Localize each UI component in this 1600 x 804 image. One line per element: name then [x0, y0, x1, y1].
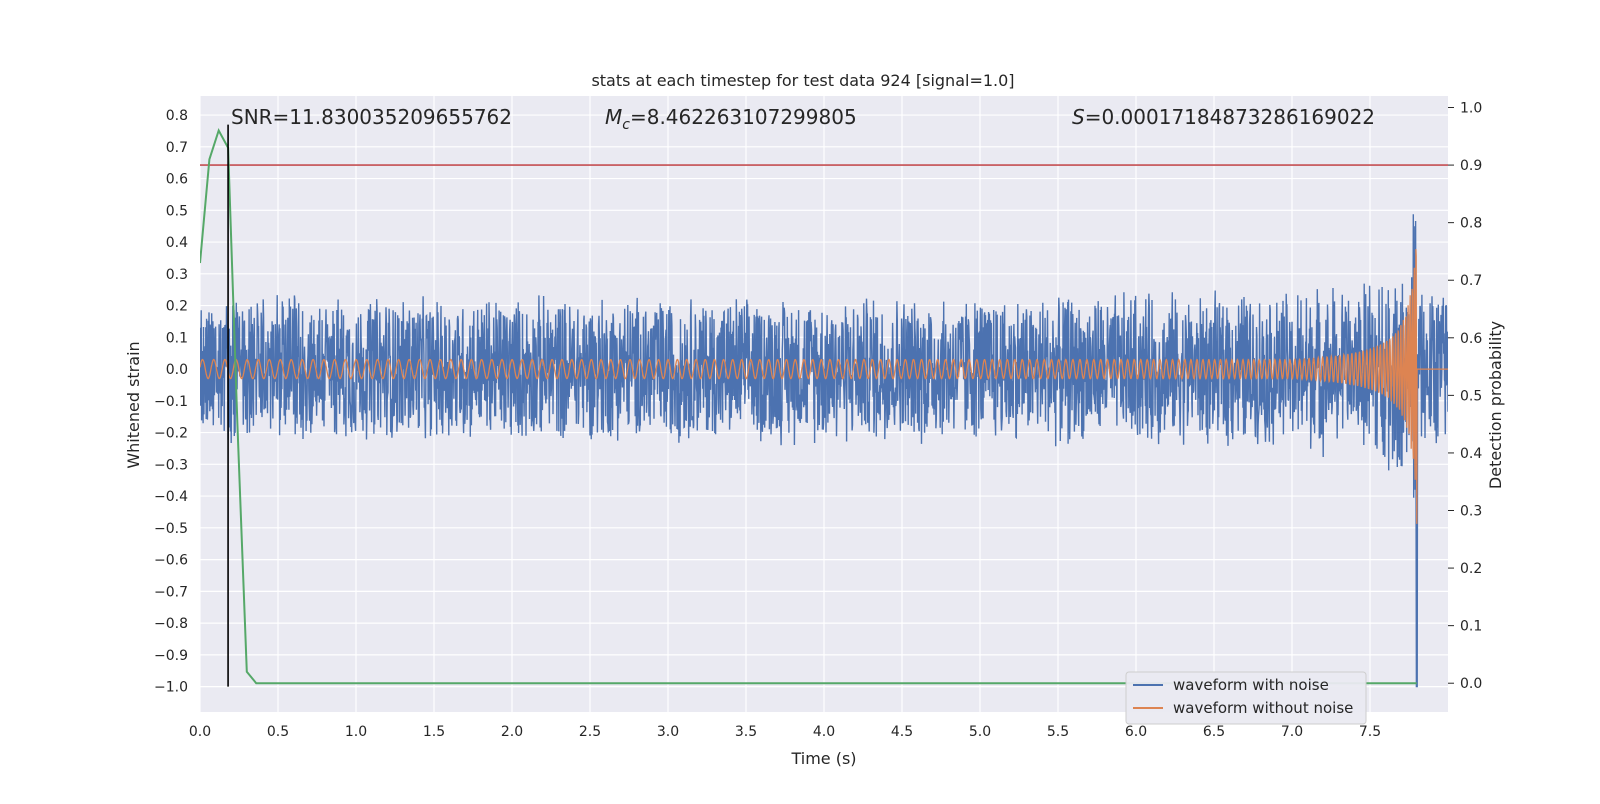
y2-tick-label: 0.9	[1460, 158, 1482, 174]
x-tick-label: 2.5	[579, 724, 601, 740]
x-tick-label: 5.0	[969, 724, 991, 740]
chart-title: stats at each timestep for test data 924…	[591, 71, 1014, 90]
y-tick-label: −1.0	[154, 680, 188, 696]
y-tick-label: −0.2	[154, 426, 188, 442]
y2-tick-label: 0.8	[1460, 216, 1482, 232]
y-tick-label: −0.4	[154, 489, 188, 505]
y-tick-label: −0.1	[154, 394, 188, 410]
y2-tick-label: 0.5	[1460, 388, 1482, 404]
legend-label-without-noise: waveform without noise	[1173, 699, 1353, 717]
series-layer	[200, 124, 1448, 688]
y-tick-label: −0.7	[154, 584, 188, 600]
snr-annotation: SNR=11.830035209655762	[231, 105, 512, 129]
y-tick-label: 0.1	[166, 330, 188, 346]
x-tick-label: 1.5	[423, 724, 445, 740]
y-tick-label: −0.6	[154, 553, 188, 569]
s-value: =0.00017184873286169022	[1085, 105, 1375, 129]
y-tick-label: −0.9	[154, 648, 188, 664]
chirp-mass-annotation: Mc=8.462263107299805	[605, 105, 857, 133]
y-axis-ticks: 0.8 0.7 0.6 0.5 0.4 0.3 0.2 0.1 0.0 −0.1 −0.2 −0.3 −…	[154, 108, 188, 696]
x-axis-label: Time (s)	[790, 749, 856, 768]
y2-tick-label: 0.0	[1460, 676, 1482, 692]
x-tick-label: 5.5	[1047, 724, 1069, 740]
y2-tick-label: 0.1	[1460, 619, 1482, 635]
legend: waveform with noise waveform without noi…	[1125, 671, 1367, 725]
y-tick-label: 0.2	[166, 299, 188, 315]
chirp-mass-subscript: c	[622, 117, 630, 133]
y2-tick-label: 0.6	[1460, 331, 1482, 347]
y-tick-label: −0.5	[154, 521, 188, 537]
y-tick-label: −0.3	[154, 457, 188, 473]
x-tick-label: 7.0	[1281, 724, 1303, 740]
y2-tick-label: 0.7	[1460, 273, 1482, 289]
x-tick-label: 2.0	[501, 724, 523, 740]
s-symbol: S	[1072, 105, 1085, 129]
x-tick-label: 6.0	[1125, 724, 1147, 740]
y2-axis-ticks: 1.0 0.9 0.8 0.7 0.6 0.5 0.4 0.3 0.2 0.1 0.0	[1448, 101, 1482, 692]
x-tick-label: 3.5	[735, 724, 757, 740]
x-tick-label: 4.5	[891, 724, 913, 740]
x-tick-label: 1.0	[345, 724, 367, 740]
y-tick-label: −0.8	[154, 616, 188, 632]
y2-tick-label: 0.3	[1460, 504, 1482, 520]
x-tick-label: 7.5	[1359, 724, 1381, 740]
x-tick-label: 3.0	[657, 724, 679, 740]
x-tick-label: 4.0	[813, 724, 835, 740]
y-axis-label: Whitened strain	[124, 341, 143, 468]
y-tick-label: 0.4	[166, 235, 188, 251]
x-tick-label: 0.0	[189, 724, 211, 740]
series-detection-probability	[200, 127, 1417, 685]
y-tick-label: 0.8	[166, 108, 188, 124]
y2-axis-label: Detection probability	[1486, 321, 1505, 489]
y2-tick-label: 0.4	[1460, 446, 1482, 462]
legend-label-with-noise: waveform with noise	[1173, 676, 1329, 694]
y2-tick-label: 0.2	[1460, 561, 1482, 577]
s-annotation: S=0.00017184873286169022	[1072, 105, 1375, 129]
x-tick-label: 6.5	[1203, 724, 1225, 740]
y-tick-label: 0.6	[166, 172, 188, 188]
y-tick-label: 0.3	[166, 267, 188, 283]
y2-tick-label: 1.0	[1460, 101, 1482, 117]
y-tick-label: 0.7	[166, 140, 188, 156]
y-tick-label: 0.5	[166, 203, 188, 219]
series-without-noise	[200, 249, 1448, 524]
y-tick-label: 0.0	[166, 362, 188, 378]
legend-box	[1125, 671, 1367, 725]
x-axis-ticks: 0.0 0.5 1.0 1.5 2.0 2.5 3.0 3.5 4.0 4.5 5.0 5.5 6.0 6…	[189, 724, 1381, 740]
chirp-mass-value: =8.462263107299805	[630, 105, 857, 129]
chirp-mass-symbol: M	[605, 105, 622, 129]
x-tick-label: 0.5	[267, 724, 289, 740]
